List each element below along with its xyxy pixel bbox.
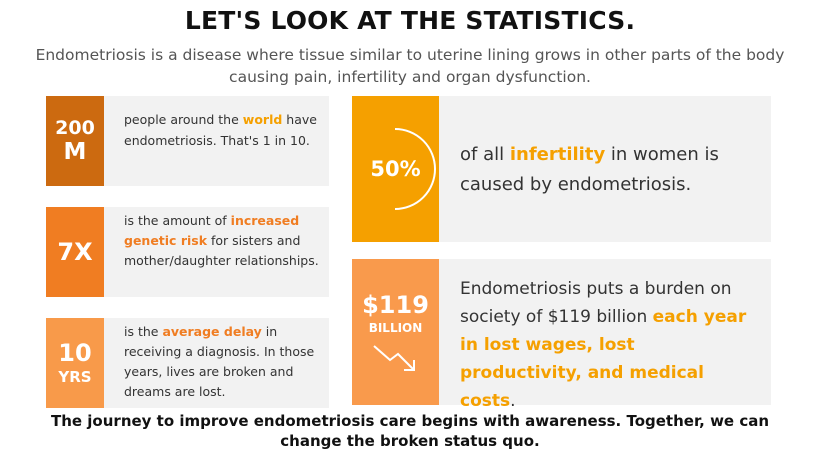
stat-description: people around the world have endometrios… <box>124 109 319 151</box>
stat-badge: 7X <box>46 207 104 297</box>
half-circle-icon <box>394 128 436 210</box>
stat-unit: M <box>63 139 87 165</box>
stat-text: in receiving a diagnosis. In those years… <box>124 324 315 399</box>
stat-highlight: infertility <box>509 144 606 165</box>
stat-text: . <box>510 391 516 411</box>
stat-text: is the amount of <box>124 213 231 228</box>
stat-text: of all <box>460 144 510 165</box>
stat-unit: BILLION <box>368 321 423 335</box>
stat-badge: 200 M <box>46 96 104 186</box>
stat-badge: 10 YRS <box>46 318 104 408</box>
stat-description: is the average delay in receiving a diag… <box>124 322 322 402</box>
stat-card-economic-burden: $119 BILLION Endometriosis puts a burden… <box>352 259 771 411</box>
stat-value: 50% <box>370 157 421 181</box>
stat-unit: YRS <box>58 368 92 386</box>
stat-text: is the <box>124 324 163 339</box>
stat-text: have endometriosis. That's 1 in 10. <box>124 112 317 148</box>
stat-card-infertility: 50% of all infertility in women is cause… <box>352 96 771 242</box>
stat-text: Endometriosis puts a burden on society o… <box>460 279 732 327</box>
stat-highlight: average delay <box>162 324 262 339</box>
stat-description: Endometriosis puts a burden on society o… <box>460 275 760 415</box>
stat-highlight: each year in lost wages, lost productivi… <box>460 307 747 411</box>
page-title: LET'S LOOK AT THE STATISTICS. <box>184 6 636 35</box>
stat-badge: $119 BILLION <box>352 259 439 405</box>
stat-description: is the amount of increased genetic risk … <box>124 211 322 271</box>
stat-card-genetic-risk: 7X is the amount of increased genetic ri… <box>46 207 329 297</box>
down-trend-arrow-icon <box>372 345 415 371</box>
stat-value: 7X <box>57 238 93 266</box>
stat-value: $119 <box>362 291 429 319</box>
stat-description: of all infertility in women is caused by… <box>460 140 760 200</box>
stat-text: in women is caused by endometriosis. <box>460 144 719 195</box>
stat-card-world: 200 M people around the world have endom… <box>46 96 329 186</box>
footer-message: The journey to improve endometriosis car… <box>50 412 770 450</box>
stat-badge: 50% <box>352 96 439 242</box>
stat-highlight: increased genetic risk <box>124 213 300 248</box>
stat-value: 10 <box>58 339 92 367</box>
stat-text: people around the <box>124 112 243 127</box>
page-subtitle: Endometriosis is a disease where tissue … <box>35 46 785 86</box>
stat-value: 200 <box>55 117 95 139</box>
stat-card-diagnosis-delay: 10 YRS is the average delay in receiving… <box>46 318 329 408</box>
stat-highlight: world <box>242 112 283 127</box>
stat-text: for sisters and mother/daughter relation… <box>124 233 319 268</box>
